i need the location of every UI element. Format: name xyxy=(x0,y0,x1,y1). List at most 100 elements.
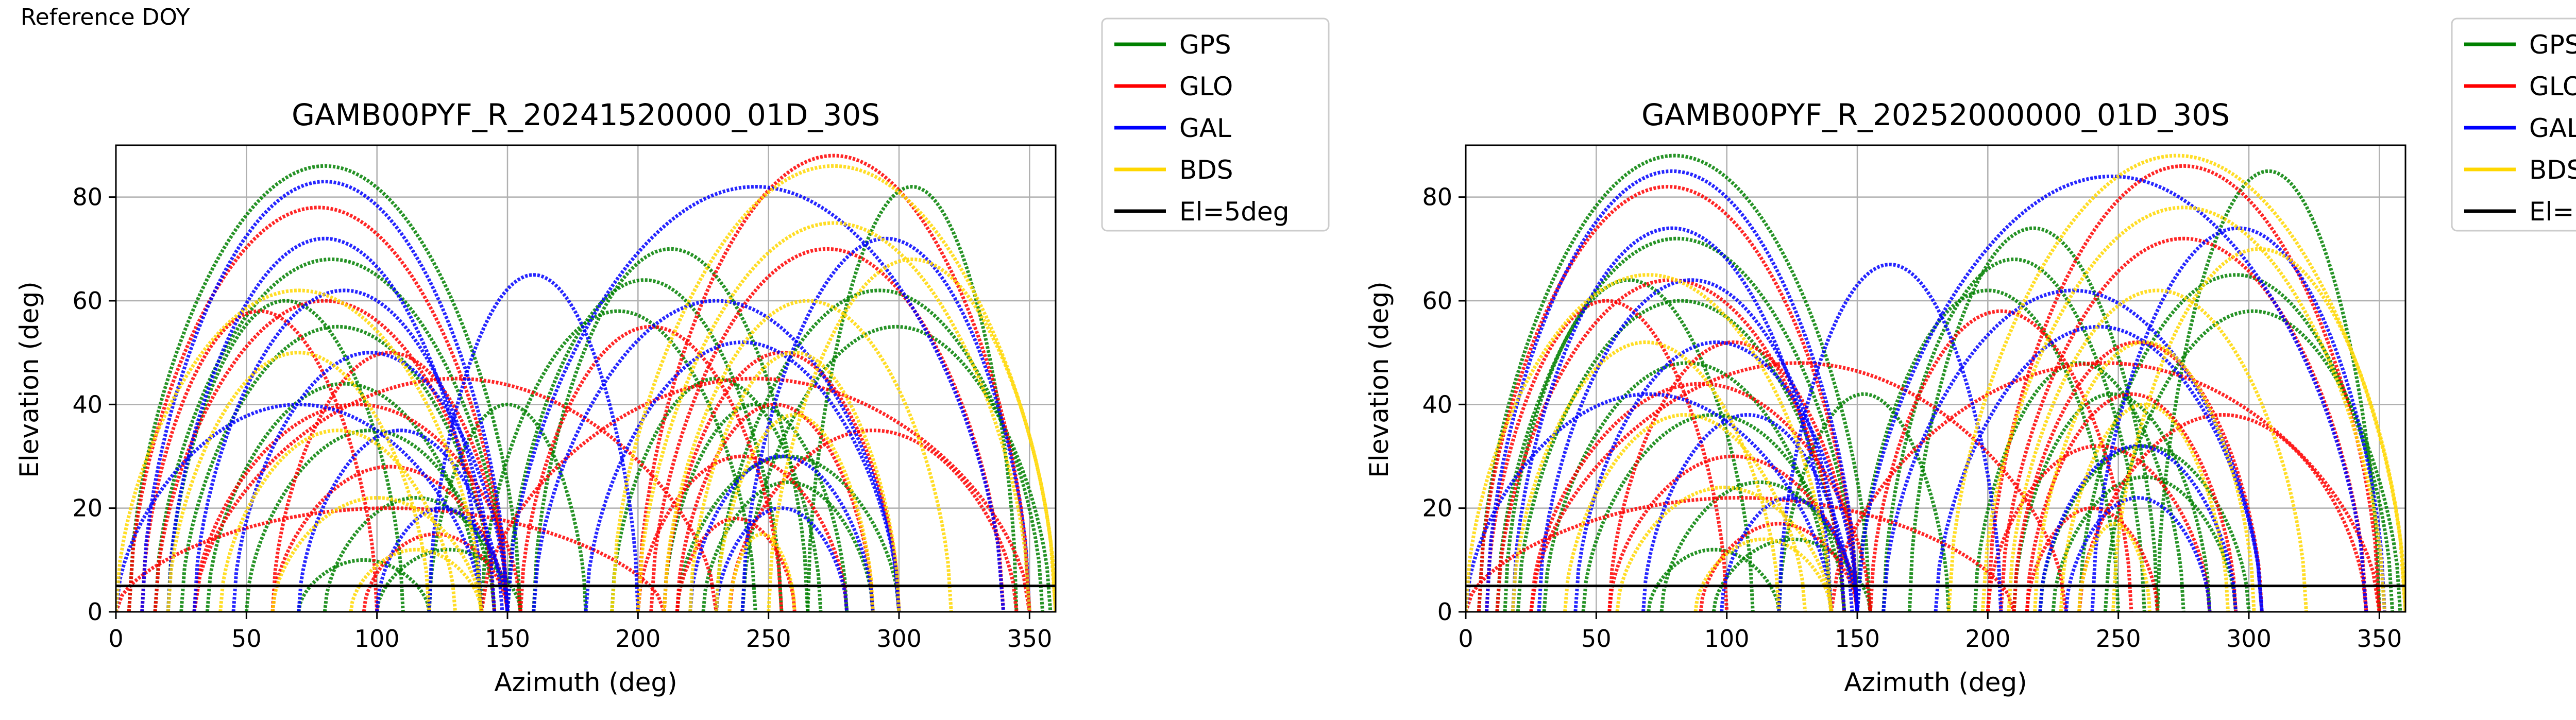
track-arc xyxy=(740,324,1053,612)
track-arc xyxy=(2038,444,2238,612)
track-arc xyxy=(116,402,483,612)
chart-panel-1: GAMB00PYF_R_20241520000_01D_30S Azimuth … xyxy=(14,18,1330,697)
track-arc xyxy=(1477,184,1859,612)
track-arc xyxy=(479,309,757,612)
legend-label: GLO xyxy=(1179,72,1233,101)
track-arc xyxy=(532,247,810,612)
track-arc xyxy=(688,351,901,612)
track-arc xyxy=(1615,485,1833,612)
track-arc xyxy=(1829,361,2381,612)
axes-frame xyxy=(1465,144,2406,613)
track-arc xyxy=(532,299,901,612)
track-arc xyxy=(166,351,431,612)
y-tick-label: 60 xyxy=(1422,287,1452,315)
track-arc xyxy=(153,257,510,612)
track-arc xyxy=(2077,522,2151,612)
y-tick-label: 80 xyxy=(72,183,103,211)
track-arc xyxy=(806,184,1019,612)
track-arc xyxy=(192,402,522,612)
y-tick-label: 20 xyxy=(72,494,103,522)
track-arc xyxy=(1529,382,1872,612)
track-arc xyxy=(1868,309,2133,612)
legend-label: BDS xyxy=(1179,155,1233,185)
page-label: Reference DOY xyxy=(21,4,190,30)
track-arc xyxy=(2025,506,2160,612)
track-arc xyxy=(1946,153,2405,612)
track-arc xyxy=(1986,164,2381,612)
x-tick-label: 300 xyxy=(876,625,922,653)
track-arc xyxy=(140,309,379,612)
legend-label: El=5deg xyxy=(2529,197,2576,227)
track-arc xyxy=(2090,226,2386,612)
track-arc xyxy=(1516,299,1846,612)
legend-label: BDS xyxy=(2529,155,2576,185)
track-arc xyxy=(2059,402,2230,612)
track-arc xyxy=(505,184,1006,612)
y-tick-label: 20 xyxy=(1422,494,1452,522)
track-arc xyxy=(740,236,1031,612)
track-arc xyxy=(192,288,497,612)
series-gps xyxy=(1477,153,2402,612)
track-arc xyxy=(479,376,1031,612)
track-arc xyxy=(1934,324,2264,612)
y-tick-label: 80 xyxy=(1422,183,1452,211)
x-tick-label: 100 xyxy=(1704,625,1750,653)
track-arc xyxy=(767,257,1056,612)
track-arc xyxy=(1495,278,1846,612)
track-arc xyxy=(1720,495,1859,612)
satellite-tracks xyxy=(116,153,1056,612)
track-arc xyxy=(2077,413,2368,612)
track-arc xyxy=(636,153,1031,612)
x-tick-label: 350 xyxy=(1007,625,1052,653)
track-arc xyxy=(297,558,431,612)
track-arc xyxy=(727,532,796,612)
x-tick-label: 100 xyxy=(354,625,400,653)
x-tick-label: 0 xyxy=(108,625,123,653)
x-axis-label: Azimuth (deg) xyxy=(494,667,677,697)
x-axis-label: Azimuth (deg) xyxy=(1844,667,2027,697)
track-arc xyxy=(1777,392,1951,612)
track-arc xyxy=(1693,537,1833,612)
x-tick-label: 0 xyxy=(1458,625,1473,653)
track-arc xyxy=(662,351,901,612)
track-arc xyxy=(610,376,823,612)
series-gal xyxy=(1466,169,2386,612)
track-arc xyxy=(218,428,457,612)
track-arc xyxy=(636,454,849,612)
track-arc xyxy=(1907,226,2160,612)
x-tick-label: 50 xyxy=(1581,625,1612,653)
track-arc xyxy=(127,205,510,612)
x-tick-label: 200 xyxy=(1965,625,2010,653)
satellite-tracks xyxy=(1466,153,2405,612)
track-arc xyxy=(584,340,901,612)
track-arc xyxy=(427,273,640,612)
legend-label: GAL xyxy=(2529,113,2576,143)
x-tick-label: 300 xyxy=(2226,625,2272,653)
track-arc xyxy=(1511,340,1781,612)
track-arc xyxy=(1573,340,1859,612)
track-arc xyxy=(1529,361,2068,612)
track-arc xyxy=(1542,361,1833,612)
series-bds xyxy=(116,164,1056,612)
track-arc xyxy=(127,164,522,612)
track-arc xyxy=(1882,288,2264,612)
track-arc xyxy=(2033,340,2256,612)
legend-label: GPS xyxy=(1179,30,1231,60)
track-arc xyxy=(192,376,718,612)
track-arc xyxy=(231,351,510,612)
legend: GPS GLO GAL BDS El=5deg xyxy=(1101,18,1330,232)
x-tick-label: 50 xyxy=(231,625,262,653)
track-arc xyxy=(1537,278,1846,612)
legend-label: GLO xyxy=(2529,72,2576,101)
track-arc xyxy=(714,413,875,612)
track-arc xyxy=(270,495,483,612)
track-arc xyxy=(205,382,483,612)
grid xyxy=(1465,145,2405,613)
track-arc xyxy=(166,236,483,612)
series-gps xyxy=(127,164,1053,612)
track-arc xyxy=(701,480,875,612)
track-arc xyxy=(2051,475,2238,612)
x-tick-label: 250 xyxy=(2096,625,2141,653)
track-arc xyxy=(1563,413,1807,612)
track-arc xyxy=(1647,547,1781,612)
